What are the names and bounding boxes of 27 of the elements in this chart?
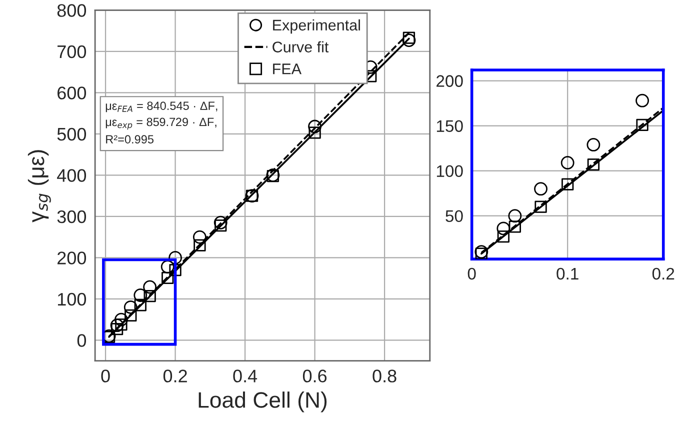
y-tick-label: 200 (58, 252, 86, 264)
y-tick-label: 100 (436, 165, 463, 178)
x-tick-label: 0.2 (163, 370, 187, 382)
y-tick-label: 300 (57, 210, 86, 224)
x-tick-label: 0 (101, 370, 110, 382)
y-tick-label: 700 (58, 45, 86, 58)
x-tick-label: 0.6 (302, 370, 327, 382)
text: με$_{FEA}$ = 840.545 · ΔF, με$_{exp}$ = 859.729 · ΔF, R²=0.995 (106, 102, 218, 144)
x-tick-label: 0.1 (556, 268, 578, 280)
y-tick-label: 500 (57, 128, 86, 141)
y-tick-label: 800 (57, 4, 86, 17)
y-tick-label: 50 (446, 210, 463, 222)
y-tick-label: 150 (436, 120, 463, 132)
y-tick-label: 600 (58, 86, 86, 100)
y-tick-label: 100 (58, 292, 86, 306)
y-tick-label: 0 (77, 334, 86, 347)
x-tick-label: 0 (468, 268, 476, 280)
y-axis-title: γ$_{sg}$ (με) (28, 150, 51, 222)
legend-label: Experimental (273, 19, 360, 34)
x-tick-label: 0.4 (233, 370, 258, 382)
x-tick-label: 0.8 (372, 370, 396, 382)
x-axis-title: Load Cell (N) (198, 392, 327, 412)
legend-label: FEA (273, 64, 302, 74)
y-tick-label: 400 (57, 169, 86, 182)
x-tick-label: 0.2 (652, 268, 674, 280)
legend-label: Curve fit (272, 41, 329, 52)
y-tick-label: 200 (436, 75, 463, 87)
